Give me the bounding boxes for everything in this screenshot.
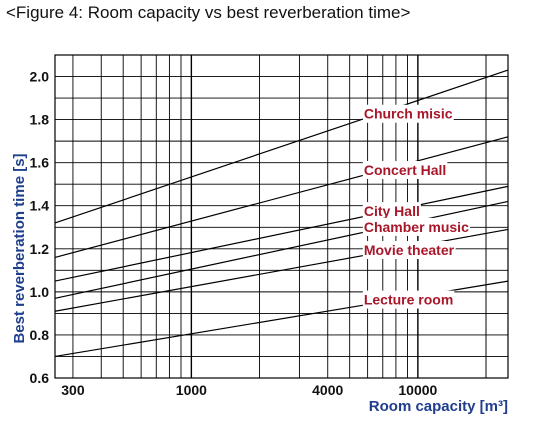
figure-title: <Figure 4: Room capacity vs best reverbe… <box>6 3 411 22</box>
x-tick-label: 10000 <box>398 382 437 398</box>
y-tick-label: 1.0 <box>30 284 50 300</box>
series-label: Church misic <box>364 106 453 122</box>
series-label: Concert Hall <box>364 162 446 178</box>
series-labels: Church misic Concert Hall City HallChamber… <box>362 104 471 309</box>
series-label-background <box>362 290 455 309</box>
series-label: Chamber music <box>364 219 469 235</box>
series-label-background <box>362 104 454 123</box>
series-label-background <box>362 161 448 180</box>
series-line <box>54 200 509 299</box>
tick-labels: 0.6 0.8 1.0 1.2 1.4 1.6 1.8 2.0 300 1000 4000 10000 <box>30 69 438 398</box>
y-tick-label: 1.4 <box>30 198 50 214</box>
y-tick-label: 1.2 <box>30 241 50 257</box>
x-tick-label: 300 <box>61 382 85 398</box>
series-line <box>54 136 509 258</box>
x-tick-label: 4000 <box>312 382 343 398</box>
plot-frame <box>54 54 509 379</box>
series-label: Lecture room <box>364 292 453 308</box>
series-label-background <box>362 241 456 260</box>
x-axis-label: Room capacity [m³] <box>369 398 508 415</box>
series-label: City Hall <box>364 203 420 219</box>
series-label-background <box>362 202 421 221</box>
series-label-background <box>362 217 471 236</box>
y-axis-label: Best reverberation time [s] <box>11 153 28 343</box>
x-tick-label: 1000 <box>176 382 207 398</box>
series-line <box>54 185 509 282</box>
series-label: Movie theater <box>364 242 455 258</box>
y-tick-label: 1.8 <box>30 112 50 128</box>
y-tick-label: 2.0 <box>30 69 50 85</box>
series-line <box>54 69 509 224</box>
y-tick-label: 0.8 <box>30 327 50 343</box>
y-tick-label: 0.6 <box>30 370 50 386</box>
y-tick-label: 1.6 <box>30 155 50 171</box>
